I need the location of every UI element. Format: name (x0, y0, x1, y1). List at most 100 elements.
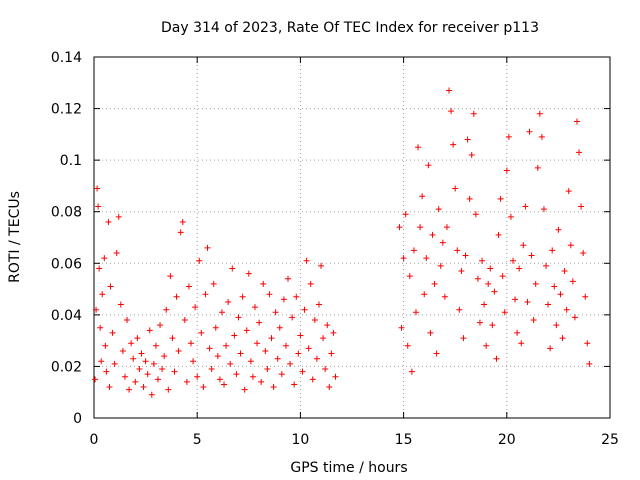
data-point (266, 291, 273, 298)
y-tick-label: 0.14 (51, 50, 82, 66)
data-point (543, 262, 550, 269)
data-point (483, 342, 490, 349)
data-point (586, 360, 593, 367)
data-point (198, 329, 205, 336)
data-point (117, 301, 124, 308)
data-point (264, 366, 271, 373)
data-point (313, 355, 320, 362)
data-point (423, 255, 430, 262)
data-point (468, 151, 475, 158)
data-point (458, 268, 465, 275)
data-point (287, 360, 294, 367)
data-point (443, 224, 450, 231)
data-point (526, 128, 533, 135)
data-point (216, 376, 223, 383)
data-point (315, 301, 322, 308)
data-point (124, 317, 131, 324)
data-point (280, 296, 287, 303)
data-point (157, 322, 164, 329)
data-point (200, 384, 207, 391)
data-point (107, 283, 114, 290)
data-point (489, 322, 496, 329)
data-point (470, 110, 477, 117)
data-point (256, 319, 263, 326)
data-point (404, 342, 411, 349)
data-point (320, 335, 327, 342)
data-point (518, 340, 525, 347)
data-point (144, 371, 151, 378)
data-point (103, 368, 110, 375)
data-point (251, 304, 258, 311)
data-point (454, 247, 461, 254)
x-tick-label: 20 (498, 432, 516, 448)
data-point (396, 224, 403, 231)
data-point (101, 255, 108, 262)
y-tick-label: 0 (73, 411, 82, 427)
data-point (472, 211, 479, 218)
data-point (231, 332, 238, 339)
data-point (569, 278, 576, 285)
data-point (128, 340, 135, 347)
data-point (522, 203, 529, 210)
data-point (161, 353, 168, 360)
data-point (582, 293, 589, 300)
data-point (282, 342, 289, 349)
data-point (514, 329, 521, 336)
data-point (417, 224, 424, 231)
data-point (460, 335, 467, 342)
data-point (476, 319, 483, 326)
data-point (446, 87, 453, 94)
chart-title: Day 314 of 2023, Rate Of TEC Index for r… (161, 20, 539, 36)
data-point (481, 301, 488, 308)
data-point (181, 317, 188, 324)
data-point (276, 324, 283, 331)
data-point (98, 358, 105, 365)
data-point (456, 306, 463, 313)
data-point (499, 273, 506, 280)
data-point (421, 291, 428, 298)
data-point (450, 141, 457, 148)
data-point (109, 329, 116, 336)
data-point (171, 368, 178, 375)
y-axis-label: ROTI / TECUs (7, 191, 23, 283)
data-point (148, 391, 155, 398)
data-point (229, 265, 236, 272)
data-point (487, 265, 494, 272)
data-points (92, 87, 593, 398)
data-point (547, 345, 554, 352)
data-point (130, 355, 137, 362)
data-point (464, 136, 471, 143)
data-point (491, 288, 498, 295)
data-point (159, 366, 166, 373)
data-point (225, 298, 232, 305)
data-point (94, 185, 101, 192)
data-point (509, 257, 516, 264)
data-point (165, 386, 172, 393)
data-point (441, 293, 448, 300)
data-point (138, 350, 145, 357)
y-tick-label: 0.02 (51, 359, 82, 375)
data-point (565, 188, 572, 195)
data-point (140, 384, 147, 391)
data-point (503, 167, 510, 174)
data-point (512, 296, 519, 303)
data-point (218, 309, 225, 316)
data-point (93, 306, 100, 313)
data-point (136, 366, 143, 373)
data-point (196, 257, 203, 264)
data-point (175, 347, 182, 354)
data-point (268, 335, 275, 342)
data-point (194, 373, 201, 380)
data-point (183, 378, 190, 385)
data-point (278, 371, 285, 378)
data-point (580, 249, 587, 256)
data-point (497, 195, 504, 202)
data-point (516, 265, 523, 272)
data-point (119, 347, 126, 354)
data-point (452, 185, 459, 192)
data-point (190, 358, 197, 365)
data-point (462, 252, 469, 259)
data-point (495, 231, 502, 238)
data-point (322, 366, 329, 373)
